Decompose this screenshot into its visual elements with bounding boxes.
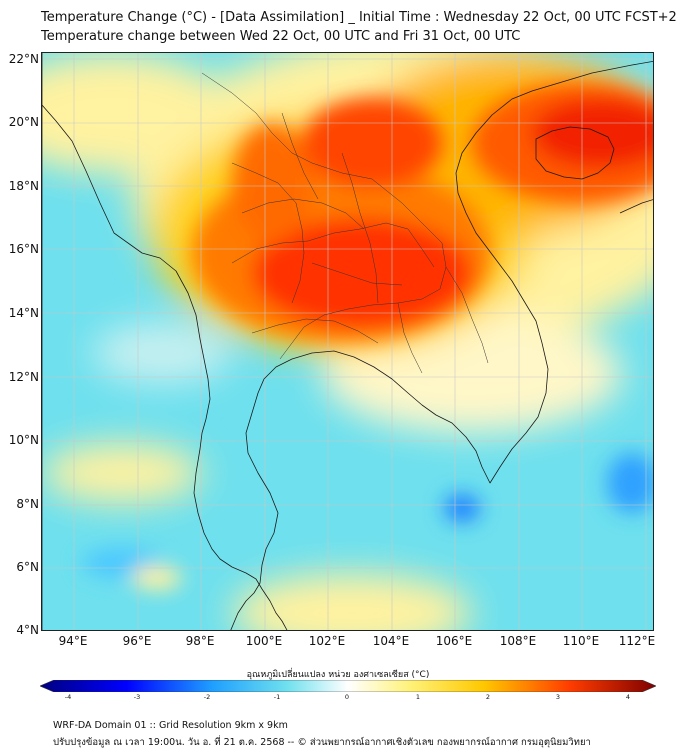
map-title: Temperature Change (°C) - [Data Assimila… xyxy=(41,10,676,25)
colorbar-tick: -4 xyxy=(64,693,72,701)
colorbar-caption: อุณหภูมิเปลี่ยนแปลง หน่วย องศาเซลเซียส (… xyxy=(246,670,430,680)
colorbar-tick: 1 xyxy=(415,693,421,701)
lat-label: 6°N xyxy=(16,560,39,574)
colorbar-tick: 3 xyxy=(555,693,561,701)
temperature-map xyxy=(41,52,654,631)
lon-label: 98°E xyxy=(185,634,215,648)
colorbar-tick: 0 xyxy=(344,693,350,701)
coastlines xyxy=(42,53,653,630)
lat-label: 4°N xyxy=(16,623,39,637)
lat-label: 18°N xyxy=(8,179,39,193)
lon-label: 110°E xyxy=(562,634,600,648)
lat-label: 22°N xyxy=(8,52,39,66)
lon-label: 112°E xyxy=(618,634,656,648)
footer-model-info: WRF-DA Domain 01 :: Grid Resolution 9km … xyxy=(53,720,288,731)
footer-credits: ปรับปรุงข้อมูล ณ เวลา 19:00น. วัน อ. ที่… xyxy=(53,737,591,748)
colorbar-tick: -1 xyxy=(273,693,281,701)
colorbar-tick: 4 xyxy=(625,693,631,701)
lat-label: 14°N xyxy=(8,306,39,320)
map-subtitle: Temperature change between Wed 22 Oct, 0… xyxy=(41,29,521,44)
temperature-field xyxy=(42,53,653,630)
province-borders xyxy=(201,72,489,374)
lon-label: 96°E xyxy=(122,634,152,648)
lon-label: 102°E xyxy=(308,634,346,648)
lon-label: 104°E xyxy=(372,634,410,648)
lon-label: 108°E xyxy=(499,634,537,648)
graticule xyxy=(42,53,653,630)
colorbar-tick: -2 xyxy=(203,693,211,701)
field-detail xyxy=(82,83,653,590)
lat-label: 12°N xyxy=(8,370,39,384)
lat-label: 8°N xyxy=(16,497,39,511)
lon-label: 106°E xyxy=(435,634,473,648)
lat-label: 16°N xyxy=(8,242,39,256)
colorbar-gradient xyxy=(40,680,656,692)
colorbar-tick: -3 xyxy=(133,693,141,701)
lon-label: 100°E xyxy=(245,634,283,648)
colorbar xyxy=(40,680,656,692)
lon-label: 94°E xyxy=(58,634,88,648)
colorbar-tick: 2 xyxy=(485,693,491,701)
lat-label: 10°N xyxy=(8,433,39,447)
lat-label: 20°N xyxy=(8,115,39,129)
